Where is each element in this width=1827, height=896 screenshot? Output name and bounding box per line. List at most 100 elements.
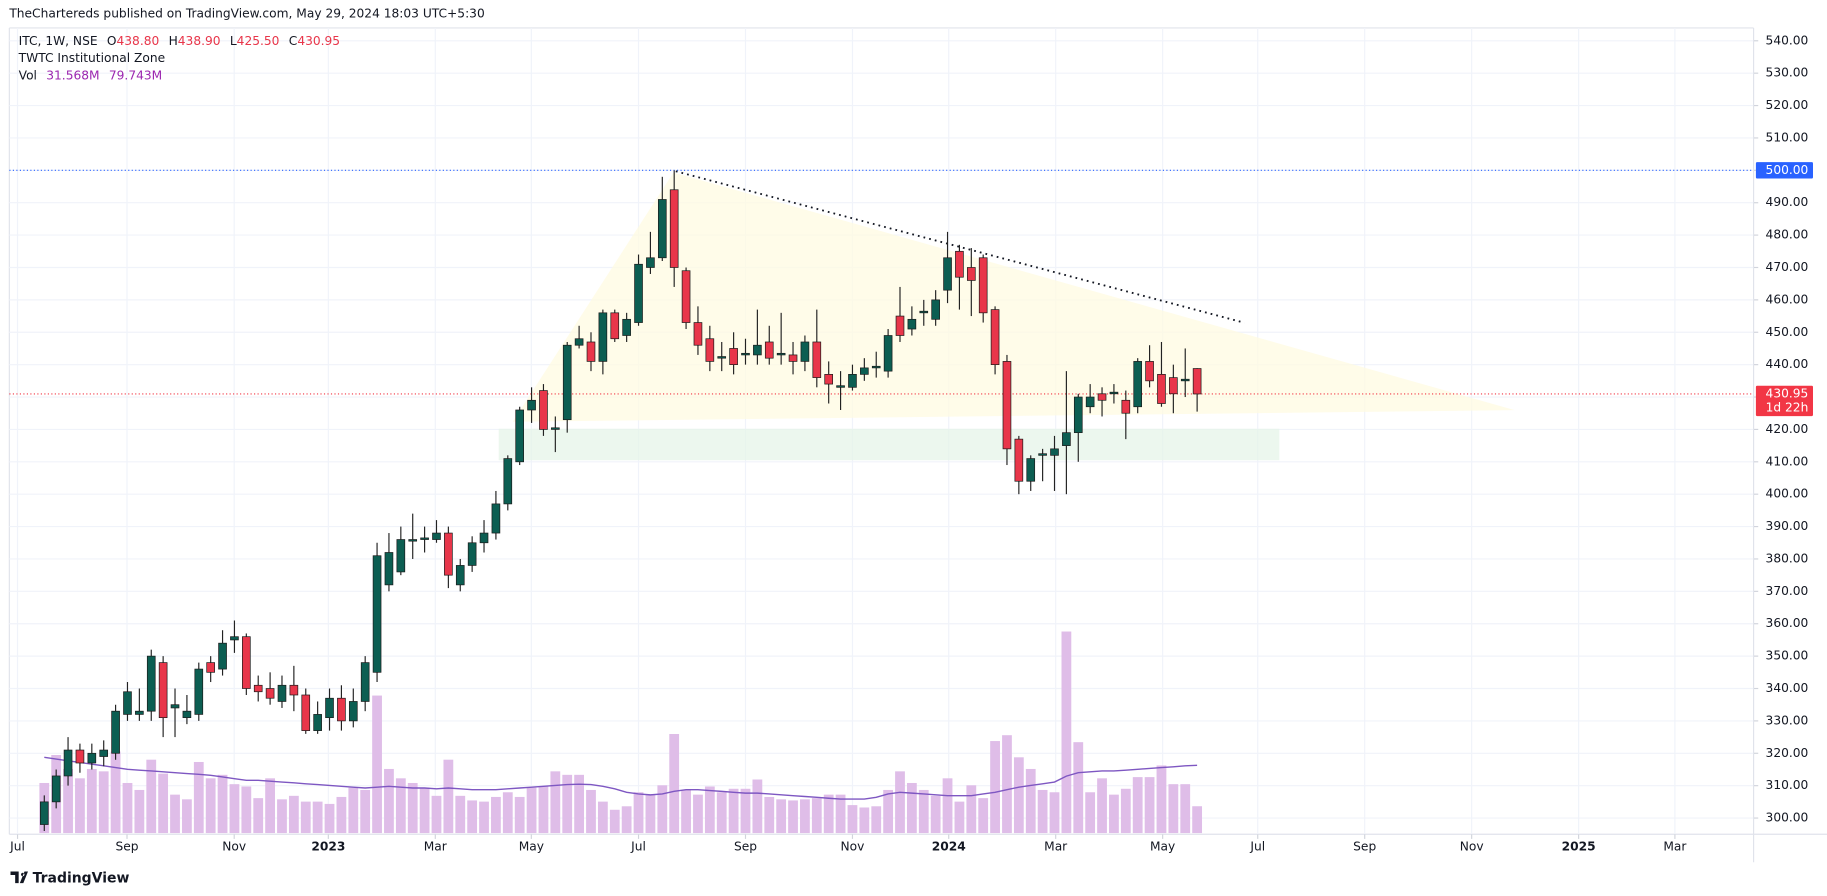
candle-body xyxy=(1192,368,1202,395)
candle-body xyxy=(135,710,144,715)
candle-body xyxy=(289,684,299,696)
volume-bar xyxy=(348,787,359,834)
volume-bar xyxy=(324,803,335,834)
candle-body xyxy=(1133,361,1143,408)
candle-body xyxy=(348,701,358,722)
volume-bar xyxy=(467,800,478,834)
candle-body xyxy=(610,312,620,340)
volume-bar xyxy=(360,789,371,834)
volume-bar xyxy=(645,794,656,834)
candle-body xyxy=(693,322,703,346)
volume-bar xyxy=(978,798,989,834)
volume-bar xyxy=(98,771,109,834)
candle-body xyxy=(776,352,786,356)
volume-bar xyxy=(752,779,763,834)
candle-body xyxy=(1121,399,1131,414)
ohlc-value: 438.90 xyxy=(178,33,221,47)
volume-bar xyxy=(823,794,834,834)
candle-body xyxy=(313,714,322,731)
candle-body xyxy=(788,354,798,362)
volume-bar xyxy=(883,789,894,834)
volume-bar xyxy=(241,786,252,834)
candle-body xyxy=(551,427,560,430)
volume-bar xyxy=(1073,742,1084,834)
volume-bar xyxy=(835,794,846,834)
candle-body xyxy=(301,694,311,731)
institutional-zone xyxy=(498,428,1280,461)
candle-body xyxy=(943,257,952,291)
candle-body xyxy=(753,344,762,356)
candle-body xyxy=(194,668,204,715)
volume-bar xyxy=(1013,757,1024,834)
candle-body xyxy=(978,257,988,314)
y-tick-label: 470.00 xyxy=(1766,260,1809,274)
volume-bar xyxy=(1156,765,1167,834)
candle-body xyxy=(860,367,869,375)
volume-bar xyxy=(669,734,680,834)
candle-body xyxy=(503,458,513,505)
x-tick-label: Mar xyxy=(1663,840,1687,854)
candle-body xyxy=(111,710,120,754)
volume-legend: Vol 31.568M 79.743M xyxy=(19,68,163,82)
volume-bar xyxy=(134,789,145,834)
volume-bar xyxy=(621,806,632,834)
x-tick-label: Jul xyxy=(1249,840,1265,854)
x-tick-label: Jul xyxy=(630,840,646,854)
volume-bar xyxy=(966,785,977,834)
candle-body xyxy=(764,341,774,359)
volume-bar xyxy=(526,787,537,834)
x-tick-label: Sep xyxy=(1353,840,1376,854)
volume-bar xyxy=(217,774,228,834)
volume-ma-line xyxy=(44,756,1198,800)
ohlc-value: 438.80 xyxy=(117,33,160,47)
volume-bar xyxy=(538,786,549,834)
countdown-label: 1d 22h xyxy=(1766,400,1809,414)
candle-body xyxy=(1169,377,1178,395)
volume-bar xyxy=(336,796,347,834)
volume-bar xyxy=(491,796,501,834)
volume-bar xyxy=(205,778,216,834)
x-tick-label: Nov xyxy=(841,840,865,854)
candle-body xyxy=(277,684,287,702)
candle-body xyxy=(800,341,810,362)
candle-body xyxy=(455,565,465,586)
y-tick-label: 400.00 xyxy=(1766,487,1809,501)
candle-body xyxy=(955,250,964,278)
candle-body xyxy=(634,263,643,323)
volume-bar xyxy=(1120,788,1131,834)
candle-body xyxy=(657,199,667,259)
candle-body xyxy=(1002,361,1012,450)
y-tick-label: 360.00 xyxy=(1766,616,1809,630)
candle-body xyxy=(170,704,180,709)
x-tick-label: Nov xyxy=(1460,840,1484,854)
candle-body xyxy=(99,749,109,757)
candle-body xyxy=(907,318,917,330)
candle-body xyxy=(123,691,132,715)
candle-body xyxy=(1014,438,1024,482)
x-tick-label: 2023 xyxy=(311,840,345,854)
volume-bar xyxy=(954,801,965,834)
y-tick-label: 460.00 xyxy=(1766,292,1809,306)
volume-bar xyxy=(395,778,406,834)
volume-bar xyxy=(1061,631,1072,834)
candle-body xyxy=(218,642,227,670)
x-tick-label: 2025 xyxy=(1562,840,1596,854)
y-tick-label: 540.00 xyxy=(1766,33,1809,47)
candle-body xyxy=(39,801,49,825)
volume-bar xyxy=(514,796,525,834)
volume-bar xyxy=(419,787,430,834)
volume-bar xyxy=(776,799,787,834)
volume-bar xyxy=(1002,735,1012,834)
volume-bar xyxy=(895,771,905,834)
volume-bar xyxy=(1085,792,1096,834)
candle-body xyxy=(432,532,441,540)
volume-bar xyxy=(609,809,620,834)
candle-body xyxy=(883,335,893,372)
volume-bar xyxy=(597,801,608,834)
candle-body xyxy=(1157,374,1166,404)
x-tick-label: May xyxy=(519,840,544,854)
candle-body xyxy=(848,374,857,388)
volume-bar xyxy=(170,794,180,834)
volume-bar xyxy=(288,795,299,834)
